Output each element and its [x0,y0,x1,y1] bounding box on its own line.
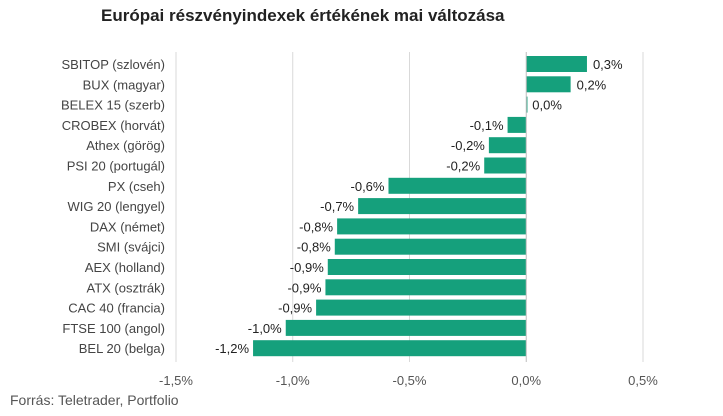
data-label: 0,2% [577,77,607,92]
category-label: DAX (német) [90,219,165,234]
category-label: BUX (magyar) [83,77,165,92]
category-label: BEL 20 (belga) [79,341,165,356]
category-label: SMI (svájci) [97,240,165,255]
data-label: -1,2% [215,341,249,356]
bar [285,319,527,336]
bar [526,56,587,72]
category-label: PSI 20 (portugál) [67,159,165,174]
bar [327,259,527,275]
data-label: -0,8% [297,240,331,255]
category-label: CROBEX (horvát) [62,118,165,133]
x-tick-label: -1,0% [276,373,310,388]
data-label: -0,9% [278,301,312,316]
chart-title: Európai részvényindexek értékének mai vá… [101,6,505,25]
bar [358,198,527,215]
category-label: Athex (görög) [86,138,165,153]
bar [488,137,527,154]
category-label: AEX (holland) [85,260,165,275]
category-label: FTSE 100 (angol) [62,321,165,336]
data-label: -0,6% [351,179,385,194]
data-label: -1,0% [248,321,282,336]
data-label: 0,0% [532,98,562,113]
bar [526,96,528,113]
data-label: -0,9% [287,280,321,295]
data-label: -0,2% [446,159,480,174]
bar [337,218,527,235]
bar [253,340,527,357]
data-label: -0,1% [470,118,504,133]
source-note: Forrás: Teletrader, Portfolio [10,392,179,408]
data-label: -0,2% [451,138,485,153]
category-label: ATX (osztrák) [87,280,166,295]
x-tick-label: -0,5% [393,373,427,388]
bar [507,116,527,133]
category-label: PX (cseh) [108,179,165,194]
category-label: SBITOP (szlovén) [61,57,165,72]
bar [316,299,527,316]
bar [388,177,527,194]
category-label: WIG 20 (lengyel) [67,199,165,214]
bar [526,76,571,93]
x-tick-label: 0,5% [628,373,658,388]
bar [484,157,527,174]
data-label: -0,8% [299,219,333,234]
category-label: CAC 40 (francia) [68,301,165,316]
bar [334,238,527,255]
bar [325,279,527,296]
data-label: 0,3% [593,57,623,72]
data-label: -0,9% [290,260,324,275]
category-label: BELEX 15 (szerb) [61,98,165,113]
x-tick-label: -1,5% [159,373,193,388]
x-tick-label: 0,0% [511,373,541,388]
data-label: -0,7% [320,199,354,214]
